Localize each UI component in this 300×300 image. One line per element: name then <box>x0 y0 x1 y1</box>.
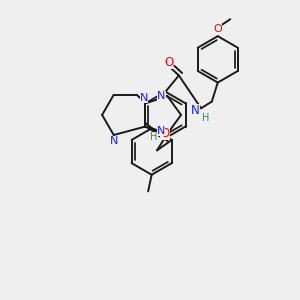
Text: N: N <box>191 104 200 117</box>
Text: N: N <box>157 126 165 136</box>
Text: O: O <box>213 24 222 34</box>
Text: N: N <box>110 136 118 146</box>
Text: N: N <box>157 91 166 100</box>
Text: O: O <box>164 56 173 68</box>
Text: O: O <box>160 127 169 140</box>
Text: N: N <box>140 93 148 103</box>
Text: H: H <box>202 113 209 123</box>
Text: H: H <box>150 132 158 142</box>
